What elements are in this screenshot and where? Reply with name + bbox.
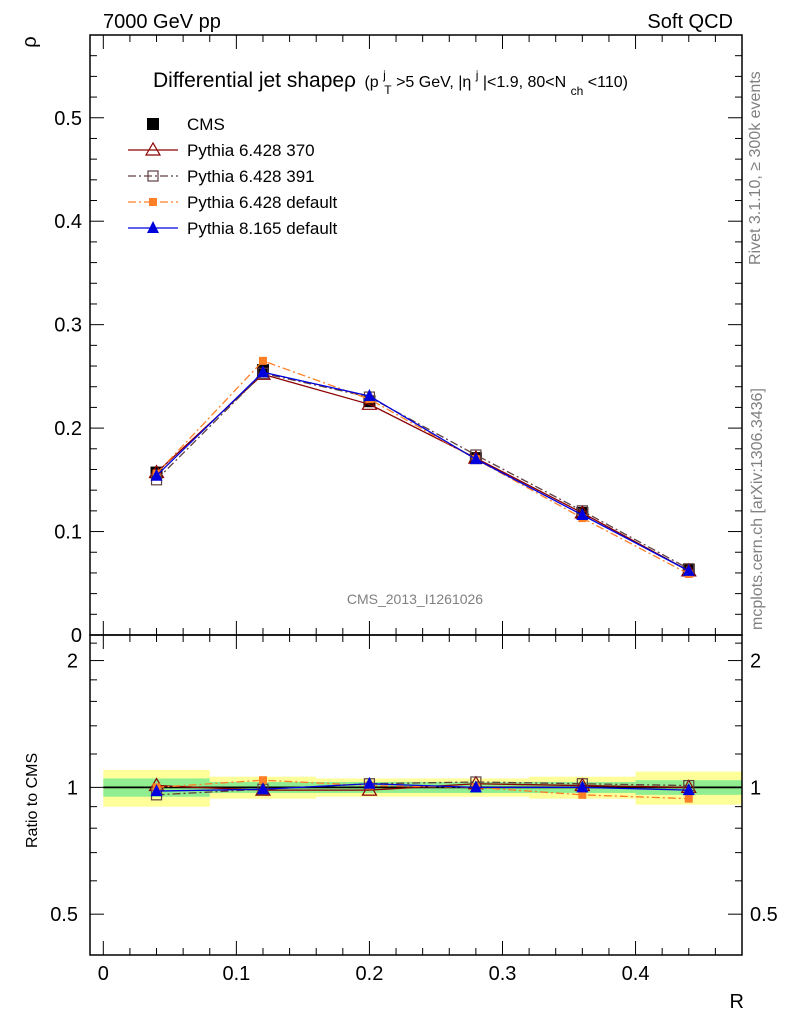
title-sup-j: j [382,68,386,82]
x-tick-labels: 0 0.1 0.2 0.3 0.4 [98,963,650,985]
rivet-label: Rivet 3.1.10, ≥ 300k events [747,71,764,265]
title-sup-j2: j [475,68,479,82]
ratio-y-tick-label-left: 2 [67,651,78,673]
main-y-tick-labels: 0 0.1 0.2 0.3 0.4 0.5 [54,108,82,647]
main-panel: 0 0.1 0.2 0.3 0.4 0.5 [54,34,743,647]
main-y-label: ρ [19,36,41,47]
title-main: Differential jet shapeρ [153,69,356,92]
legend-label-cms: CMS [187,115,225,134]
ratio-axis-ticks [90,635,743,955]
main-series-point-3 [256,365,269,378]
ratio-series-line-3 [156,783,689,792]
x-tick-label: 0.4 [622,963,650,985]
legend-marker-cms [147,118,159,130]
ratio-series-point-2 [684,794,693,803]
main-series-group [148,356,697,578]
ratio-series-group [148,775,697,803]
ratio-panel: 0.5 0.5 1 1 2 2 [50,634,778,956]
ratio-y-tick-label-left: 1 [67,777,78,799]
ratio-y-tick-label-right: 1 [750,777,761,799]
legend-label-2: Pythia 6.428 default [187,193,338,212]
main-series-point-3 [150,468,163,481]
x-tick-label: 0.3 [489,963,517,985]
ratio-uncertainty-bands [103,769,742,807]
main-y-tick-label: 0.2 [54,418,82,440]
title-nch: <110) [588,74,628,91]
ratio-y-tick-labels: 0.5 0.5 1 1 2 2 [50,651,778,927]
x-tick-label: 0.2 [356,963,384,985]
main-series-point-3 [576,508,589,520]
main-axis-ticks [90,34,743,636]
ratio-frame [89,634,743,956]
x-tick-label: 0 [98,963,109,985]
title-sub-ch: ch [571,84,584,98]
header-right: Soft QCD [647,11,733,33]
ratio-y-tick-label-right: 0.5 [750,904,778,926]
main-series-line-1 [156,372,690,570]
legend-marker-0 [144,141,162,156]
title-eta: |<1.9, 80<N [483,74,566,91]
legend-marker-2 [149,198,157,206]
ratio-series-point-3 [150,784,163,797]
ratio-y-tick-label-right: 2 [750,651,761,673]
main-y-tick-label: 0.4 [54,211,82,233]
main-series-line-2 [156,360,690,575]
main-y-tick-label: 0.5 [54,108,82,130]
main-y-tick-label: 0.1 [54,522,82,544]
main-series-line-3 [156,371,690,572]
ratio-series-point-2 [578,790,587,799]
main-series-line-0 [156,373,690,572]
main-series-point-0 [361,396,378,410]
legend: CMS Pythia 6.428 370 Pythia 6.428 391 Pythi… [128,115,338,238]
legend-label-0: Pythia 6.428 370 [187,141,315,160]
ratio-series-point-3 [256,782,269,795]
x-axis-label: R [730,991,744,1013]
title-p: (p [364,74,378,91]
chart-title: Differential jet shapeρ (p j T >5 GeV, |… [153,66,628,99]
ratio-series-line-2 [156,779,689,800]
header-left: 7000 GeV pp [103,11,221,33]
ratio-series-point-3 [363,776,376,789]
legend-label-3: Pythia 8.165 default [187,219,338,238]
analysis-watermark: CMS_2013_I1261026 [347,591,483,607]
ratio-series-point-3 [576,780,589,793]
main-y-tick-label: 0 [71,625,82,647]
ratio-series-point-3 [682,783,695,796]
main-y-tick-label: 0.3 [54,315,82,337]
ratio-series-point-3 [469,780,482,793]
mcplots-label: mcplots.cern.ch [arXiv:1306.3436] [749,388,766,630]
title-pt: >5 GeV, |η [396,74,471,91]
legend-marker-1 [147,170,159,182]
ratio-series-point-2 [258,776,267,785]
title-sub-T: T [384,83,392,97]
main-series-point-3 [363,389,376,402]
main-series-point-2 [258,356,267,365]
ratio-series-line-1 [156,781,689,796]
ratio-y-label: Ratio to CMS [24,753,41,848]
main-series-point-3 [682,563,695,576]
legend-label-1: Pythia 6.428 391 [187,167,315,186]
x-tick-label: 0.1 [222,963,250,985]
ratio-y-tick-label-left: 0.5 [50,904,78,926]
legend-marker-3 [147,221,159,233]
main-series-point-3 [469,452,482,465]
